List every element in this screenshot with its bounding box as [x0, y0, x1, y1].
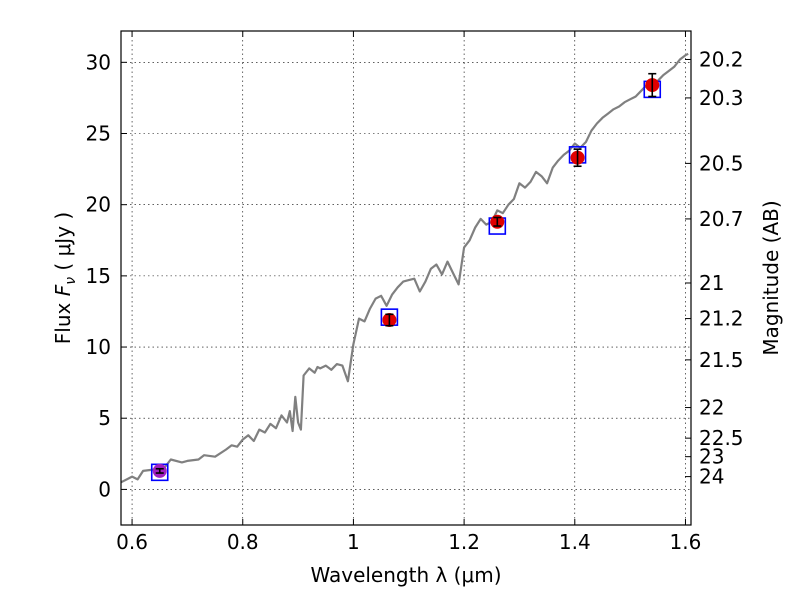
- y-axis-title: Flux Fν ( μJy ): [51, 212, 79, 344]
- right-tick-label: 20.3: [699, 86, 744, 110]
- tick-label-layer: 0.6 0.8 1 1.2 1.4 1.6 0 5 10 15 20 25 30 20.2 20.3 20.5…: [86, 47, 744, 554]
- right-tick-label: 21.5: [699, 348, 744, 372]
- y-tick-label: 0: [98, 477, 111, 501]
- right-tick-label: 22.5: [699, 426, 744, 450]
- y-tick-label: 30: [86, 50, 111, 74]
- x-tick-label: 1.2: [448, 530, 480, 554]
- right-tick-label: 22: [699, 396, 724, 420]
- spectrum-line: [120, 52, 689, 484]
- x-tick-label: 0.8: [227, 530, 259, 554]
- right-tick-label: 20.7: [699, 207, 744, 231]
- right-axis-title: Magnitude (AB): [759, 200, 783, 355]
- right-tick-label: 24: [699, 465, 724, 489]
- tick-layer: [121, 31, 691, 525]
- y-tick-label: 5: [98, 406, 111, 430]
- marker-layer: [150, 72, 662, 482]
- right-tick-label: 21: [699, 271, 724, 295]
- x-tick-label: 1: [347, 530, 360, 554]
- x-tick-label: 1.4: [559, 530, 591, 554]
- y-axis-title-prefix: Flux: [51, 296, 75, 344]
- right-tick-label: 20.2: [699, 47, 744, 71]
- right-tick-label: 21.2: [699, 307, 744, 331]
- x-tick-label: 0.6: [116, 530, 148, 554]
- right-tick-label: 23: [699, 445, 724, 469]
- y-tick-label: 10: [86, 335, 111, 359]
- y-axis-title-suffix: ( μJy ): [51, 212, 75, 277]
- spectrum-line-layer: [120, 52, 689, 484]
- y-tick-label: 15: [86, 264, 111, 288]
- y-axis-title-symbol: F: [51, 284, 75, 296]
- y-tick-label: 25: [86, 122, 111, 146]
- y-tick-label: 20: [86, 193, 111, 217]
- grid: [121, 31, 691, 525]
- plot-frame: [120, 30, 692, 526]
- x-tick-label: 1.6: [670, 530, 702, 554]
- y-axis-title-subscript: ν: [63, 277, 79, 285]
- x-axis-title: Wavelength λ (μm): [310, 563, 501, 587]
- right-tick-label: 20.5: [699, 151, 744, 175]
